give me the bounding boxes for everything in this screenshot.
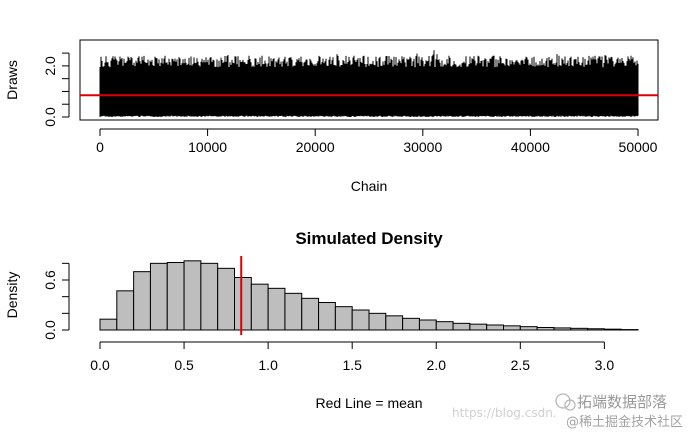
histogram-title: Simulated Density [295, 229, 443, 248]
wechat-logo-icon [555, 393, 576, 411]
histogram-bar [452, 322, 471, 331]
histogram-bar [351, 309, 370, 331]
watermark-url: https://blog.csdn. [452, 406, 557, 420]
histogram-bar [587, 328, 605, 331]
histogram-bar [536, 327, 555, 331]
histogram-plot: Simulated Density 0.0 0.5 1.0 1.5 2.0 2.5 3.0 … [4, 229, 639, 411]
watermark-platform: @稀土掘金技术社区 [566, 414, 683, 430]
histogram-y-axis-label: Density [4, 272, 20, 319]
histogram-y-axis: 0.0 0.6 [42, 262, 70, 340]
histogram-bar [418, 319, 437, 331]
trace-y-tick-label: 2.0 [42, 56, 58, 76]
histogram-bar [603, 328, 622, 331]
histogram-x-tick-label: 0.0 [90, 357, 110, 373]
histogram-bar [519, 326, 538, 331]
trace-plot: 0 10000 20000 30000 40000 50000 0.02.0 Chain … [4, 39, 659, 194]
histogram-bar [402, 317, 420, 331]
histogram-bar [486, 324, 504, 331]
trace-y-axis-label: Draws [4, 60, 20, 100]
histogram-bar [149, 262, 168, 331]
histogram-bar [166, 262, 185, 331]
trace-draws-path [99, 50, 639, 117]
trace-x-tick-label: 40000 [511, 139, 550, 155]
histogram-x-tick-label: 1.0 [258, 357, 278, 373]
histogram-bar [183, 260, 202, 331]
trace-x-tick-label: 50000 [619, 139, 658, 155]
watermark: https://blog.csdn. 拓端数据部落 @稀土掘金技术社区 [452, 393, 683, 430]
histogram-bar [469, 323, 488, 331]
histogram-bar [284, 292, 303, 331]
histogram-bar [385, 315, 404, 331]
trace-y-tick-label: 0.0 [42, 107, 58, 127]
histogram-bar [503, 325, 521, 331]
histogram-y-tick-label: 0.6 [42, 270, 58, 290]
histogram-x-axis-label: Red Line = mean [315, 395, 422, 411]
trace-x-axis: 0 10000 20000 30000 40000 50000 [96, 128, 658, 155]
histogram-y-tick-label: 0.0 [42, 320, 58, 340]
histogram-bar [553, 327, 572, 331]
histogram-x-tick-label: 3.0 [595, 357, 615, 373]
histogram-bar [99, 318, 118, 331]
histogram-x-tick-label: 0.5 [174, 357, 194, 373]
histogram-bar [250, 283, 269, 331]
histogram-bar [301, 297, 320, 331]
histogram-bar [334, 306, 353, 331]
trace-draws-series [99, 50, 639, 117]
histogram-bar [435, 321, 454, 331]
watermark-brand: 拓端数据部落 [577, 393, 667, 411]
trace-plot-box [79, 39, 659, 121]
histogram-bar [217, 267, 235, 331]
histogram-bar [200, 262, 219, 331]
histogram-bar [570, 327, 589, 331]
histogram-bar [368, 312, 387, 331]
histogram-x-axis: 0.0 0.5 1.0 1.5 2.0 2.5 3.0 [90, 341, 615, 373]
histogram-bar [116, 290, 135, 331]
trace-x-tick-label: 0 [96, 139, 104, 155]
trace-x-tick-label: 20000 [296, 139, 335, 155]
histogram-bar [234, 277, 252, 331]
trace-x-tick-label: 10000 [188, 139, 227, 155]
histogram-x-tick-label: 2.0 [427, 357, 447, 373]
histogram-bar [267, 287, 286, 331]
histogram-x-tick-label: 1.5 [342, 357, 362, 373]
histogram-bar [318, 302, 336, 331]
trace-x-tick-label: 30000 [403, 139, 442, 155]
histogram-bar [133, 271, 151, 331]
trace-x-axis-label: Chain [351, 178, 388, 194]
histogram-bars [99, 260, 639, 331]
trace-y-axis: 0.0 2.0 [42, 52, 70, 127]
histogram-x-tick-label: 2.5 [511, 357, 531, 373]
